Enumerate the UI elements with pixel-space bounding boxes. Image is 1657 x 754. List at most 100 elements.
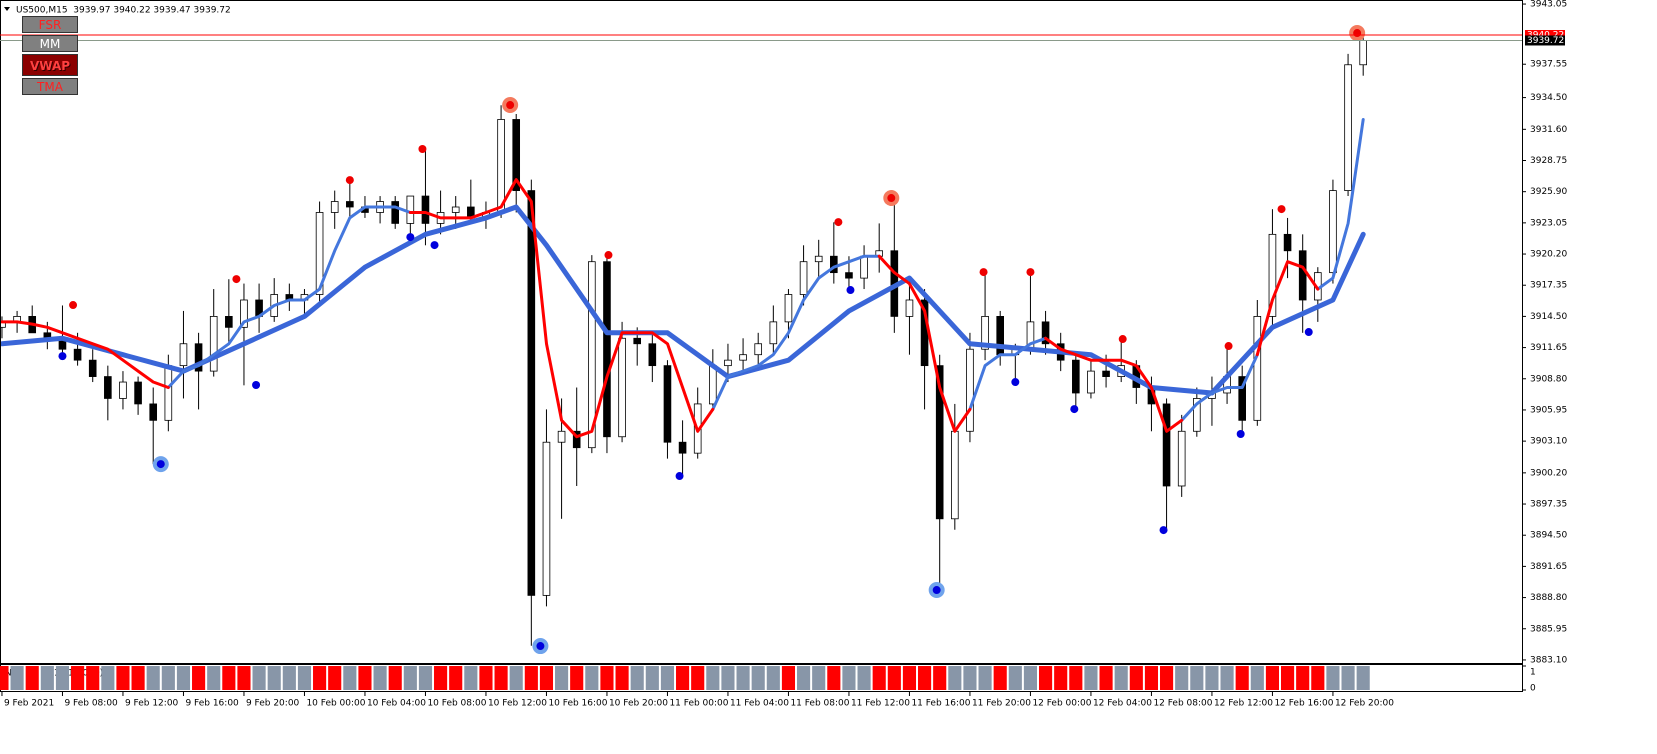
candle-body xyxy=(1162,403,1171,487)
signal-dot xyxy=(58,352,67,361)
indicator-bar xyxy=(933,666,947,690)
indicator-bar xyxy=(797,666,811,690)
signal-dot xyxy=(1277,205,1286,214)
signal-dot xyxy=(156,460,165,469)
tma-button[interactable]: TMA xyxy=(22,78,78,95)
indicator-title: NBS YQ (5,10,1.0000) xyxy=(5,669,103,679)
x-tick-label: 11 Feb 20:00 xyxy=(972,699,1031,709)
x-tick-label: 11 Feb 04:00 xyxy=(730,699,789,709)
candle-body xyxy=(406,195,415,224)
candle-body xyxy=(240,299,248,328)
indicator-bar xyxy=(222,666,236,690)
signal-dot xyxy=(506,101,515,110)
ma-line xyxy=(166,118,1365,422)
mm-button[interactable]: MM xyxy=(22,35,78,52)
candle-body xyxy=(497,119,505,213)
indicator-bar xyxy=(1235,666,1249,690)
x-tick-label: 12 Feb 00:00 xyxy=(1032,699,1091,709)
button-panel: FSR MM VWAP TMA xyxy=(22,16,78,97)
x-tick-label: 11 Feb 00:00 xyxy=(669,699,728,709)
x-tick-label: 12 Feb 08:00 xyxy=(1153,699,1212,709)
indicator-bar xyxy=(887,666,901,690)
indicator-bar xyxy=(1311,666,1325,690)
y-tick-label: 3928.75 xyxy=(1530,156,1567,166)
candle-body xyxy=(421,195,430,224)
indicator-bar xyxy=(101,666,115,690)
signal-dot xyxy=(430,241,439,250)
candle-body xyxy=(814,255,823,263)
x-tick-label: 9 Feb 2021 xyxy=(4,699,54,709)
candle-body xyxy=(315,212,324,295)
indicator-bar xyxy=(494,666,508,690)
candle-body xyxy=(451,206,460,213)
price-label-bg xyxy=(1525,35,1565,46)
signal-dot xyxy=(232,275,241,284)
x-tick-label: 9 Feb 16:00 xyxy=(185,699,239,709)
x-tick-label: 12 Feb 20:00 xyxy=(1335,699,1394,709)
signal-dot xyxy=(418,145,427,154)
indicator-bar xyxy=(842,666,856,690)
x-tick-label: 12 Feb 12:00 xyxy=(1214,699,1273,709)
indicator-bar xyxy=(993,666,1007,690)
signal-dot xyxy=(1304,328,1313,337)
candle-body xyxy=(1329,190,1337,274)
signal-dot xyxy=(979,268,988,277)
header-arrow xyxy=(4,7,10,11)
indicator-y-tick-label: 1 xyxy=(1530,668,1536,678)
indicator-bar xyxy=(827,666,841,690)
indicator-bar xyxy=(146,666,160,690)
indicator-bar xyxy=(282,666,296,690)
candle-body xyxy=(845,272,853,279)
indicator-bar xyxy=(1023,666,1038,690)
fsr-button[interactable]: FSR xyxy=(22,16,78,33)
indicator-bar xyxy=(297,666,312,690)
indicator-bar xyxy=(1341,666,1355,690)
x-tick-label: 10 Feb 08:00 xyxy=(427,699,486,709)
candle-body xyxy=(1177,430,1186,487)
indicator-bar xyxy=(1220,666,1234,690)
signal-dot xyxy=(1224,342,1233,351)
indicator-bar xyxy=(1265,666,1280,690)
indicator-bar xyxy=(812,666,826,690)
indicator-bar xyxy=(1054,666,1068,690)
indicator-bar xyxy=(524,666,538,690)
x-tick-label: 10 Feb 20:00 xyxy=(609,699,668,709)
candle-body xyxy=(1072,359,1080,394)
candle-body xyxy=(1298,250,1307,301)
signal-dot xyxy=(887,194,896,203)
indicator-bar xyxy=(161,666,175,690)
ma-line xyxy=(1,178,1320,439)
candle-body xyxy=(134,381,142,405)
indicator-bar xyxy=(1069,666,1083,690)
indicator-bar xyxy=(1084,666,1098,690)
indicator-bar xyxy=(313,666,327,690)
y-tick-label: 3931.60 xyxy=(1530,125,1567,135)
signal-dot xyxy=(1236,430,1245,439)
indicator-bar xyxy=(1160,666,1174,690)
indicator-bar xyxy=(570,666,584,690)
candle-body xyxy=(149,403,158,421)
candle-body xyxy=(966,348,974,432)
indicator-bar xyxy=(963,666,977,690)
indicator-bar xyxy=(71,666,85,690)
vwap-button[interactable]: VWAP xyxy=(22,54,78,76)
signal-dot xyxy=(69,301,78,310)
indicator-bar xyxy=(509,666,523,690)
indicator-bar xyxy=(1129,666,1143,690)
candle-body xyxy=(724,359,732,367)
indicator-bar xyxy=(645,666,659,690)
indicator-bar xyxy=(706,666,720,690)
candle-body xyxy=(633,337,642,345)
indicator-bar xyxy=(1205,666,1219,690)
signal-dot xyxy=(1353,29,1362,38)
candle-body xyxy=(1087,370,1095,394)
candle-body xyxy=(1238,376,1246,421)
candle-body xyxy=(860,255,868,279)
x-tick-label: 11 Feb 12:00 xyxy=(851,699,910,709)
y-tick-label: 3917.35 xyxy=(1530,281,1567,291)
price-label-bg xyxy=(1525,30,1565,41)
y-tick-label: 3883.10 xyxy=(1530,655,1567,665)
indicator-bar xyxy=(1039,666,1053,690)
